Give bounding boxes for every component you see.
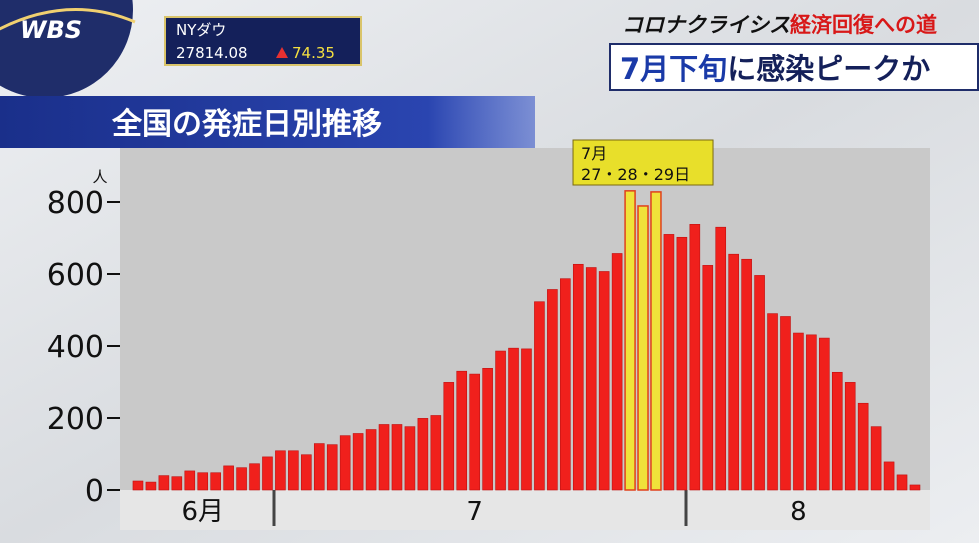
bar — [857, 402, 869, 491]
bar — [197, 472, 209, 491]
bar — [313, 443, 325, 491]
y-tick-label: 800 — [47, 186, 104, 221]
x-tick-label: 8 — [790, 497, 807, 527]
annotation-box — [572, 139, 714, 186]
bar — [223, 465, 234, 491]
ticker-change: 74.35 — [292, 44, 335, 62]
bar — [184, 470, 196, 491]
bar — [560, 278, 571, 491]
bar — [508, 347, 519, 491]
bar — [676, 236, 688, 491]
bar — [844, 382, 856, 491]
up-arrow — [276, 47, 288, 58]
bar — [521, 348, 532, 491]
bar — [249, 463, 260, 491]
bar — [883, 461, 895, 491]
bar — [909, 484, 921, 491]
bar — [352, 433, 364, 491]
headline-box — [609, 43, 979, 91]
series-subtitle: 経済回復への道 — [790, 13, 937, 37]
bar — [806, 334, 817, 491]
headline-emphasis: 7月下旬 — [620, 52, 727, 86]
chart-title: 全国の発症日別推移 — [111, 107, 382, 142]
bar — [326, 444, 338, 491]
ticker-name: NYダウ — [176, 21, 226, 39]
bar — [495, 350, 506, 491]
y-unit: 人 — [92, 168, 107, 186]
bar — [754, 275, 765, 491]
y-tick-label: 0 — [85, 474, 104, 509]
annotation-line: 27・28・29日 — [581, 165, 690, 184]
bar — [236, 467, 247, 491]
bar — [780, 316, 791, 491]
bar — [585, 267, 597, 491]
bar — [456, 370, 468, 491]
bar — [598, 271, 610, 491]
logo-disc — [0, 0, 133, 98]
bar — [689, 224, 701, 491]
series-title: コロナクライシス — [622, 13, 790, 37]
bar — [870, 426, 882, 491]
bar — [534, 301, 545, 491]
bar — [171, 476, 183, 491]
bar — [896, 474, 908, 491]
bar — [793, 332, 804, 491]
logo: WBS — [20, 16, 82, 44]
bar — [275, 450, 286, 491]
ticker-price: 27814.08 — [176, 44, 248, 62]
bar — [611, 253, 623, 491]
bar — [158, 475, 170, 491]
bar — [572, 263, 584, 491]
bar — [378, 424, 390, 491]
bar — [145, 481, 157, 491]
y-tick-label: 400 — [47, 330, 104, 365]
bar — [624, 190, 636, 491]
bar — [288, 450, 299, 491]
marks: 0 200 400 600 800 6月 7 8 7月 27・28・29日 — [47, 139, 921, 527]
x-tick-label: 7 — [466, 497, 483, 527]
y-tick-label: 600 — [47, 258, 104, 293]
bar — [637, 205, 649, 491]
bar — [417, 418, 429, 491]
annotation-line: 7月 — [581, 144, 607, 163]
bar — [132, 480, 144, 491]
x-axis-band — [120, 490, 930, 530]
title-banner — [0, 96, 535, 148]
bar — [831, 371, 843, 491]
bar — [339, 435, 351, 491]
bar — [210, 472, 221, 491]
headline: 7月下旬に感染ピークか — [620, 52, 930, 86]
bar — [404, 426, 416, 491]
bar — [767, 313, 778, 491]
bar — [819, 337, 830, 491]
bar — [469, 373, 480, 491]
bar — [715, 226, 727, 491]
bar — [547, 289, 558, 491]
logo-arc — [0, 8, 136, 31]
bar — [391, 424, 403, 491]
y-tick-label: 200 — [47, 402, 104, 437]
x-tick-label: 6月 — [181, 497, 224, 527]
bar — [443, 382, 455, 491]
bar — [741, 258, 752, 491]
bar — [702, 265, 714, 491]
bar — [430, 415, 442, 491]
headline-rest: に感染ピークか — [727, 52, 930, 86]
bar — [650, 191, 662, 491]
bar — [728, 253, 739, 491]
ticker-box — [164, 16, 362, 66]
bar — [301, 454, 312, 491]
bar — [365, 429, 377, 491]
bar — [663, 234, 675, 491]
bar — [482, 368, 493, 491]
bar — [262, 456, 273, 491]
